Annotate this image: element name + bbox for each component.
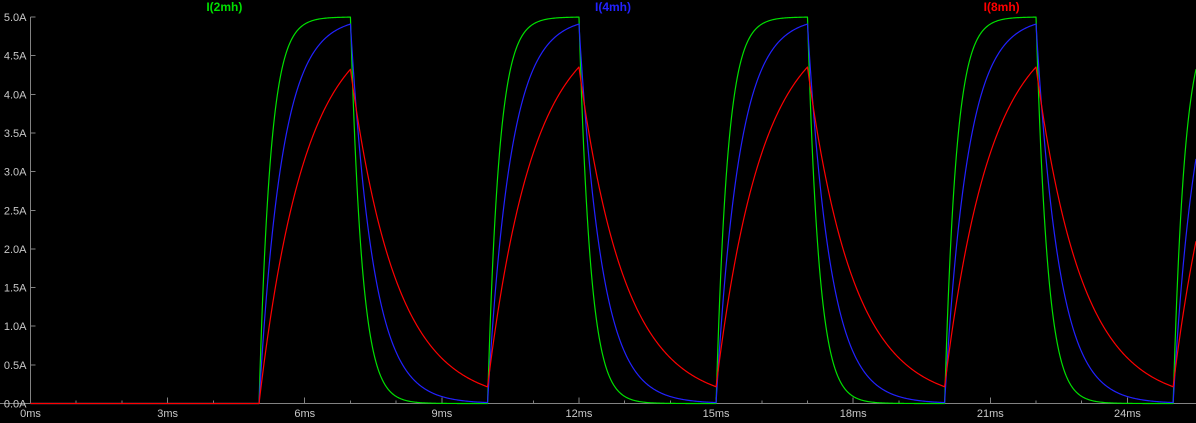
trace-label-i2mh[interactable]: I(2mh) [206, 0, 243, 14]
x-tick-label: 15ms [703, 408, 730, 420]
trace-I(8mh) [30, 66, 1196, 405]
y-tick-label: 2.5A [4, 205, 27, 217]
trace-label-i8mh[interactable]: I(8mh) [983, 0, 1020, 14]
y-tick-label: 1.0A [4, 321, 27, 333]
x-tick-label: 24ms [1114, 408, 1141, 420]
y-tick-label: 1.5A [4, 283, 27, 295]
trace-I(4mh) [30, 23, 1196, 405]
x-tick-label: 6ms [294, 408, 315, 420]
trace-label-i4mh[interactable]: I(4mh) [595, 0, 631, 14]
x-tick-label: 9ms [431, 408, 452, 420]
x-tick-label: 3ms [157, 408, 178, 420]
legend: I(2mh) I(4mh) I(8mh) [30, 1, 1196, 14]
y-tick-label: 4.5A [4, 51, 27, 63]
y-tick-label: 2.0A [4, 244, 27, 256]
x-tick-label: 18ms [840, 408, 867, 420]
x-tick-label: 12ms [566, 408, 593, 420]
x-tick-label: 21ms [977, 408, 1004, 420]
y-tick-label: 3.5A [4, 128, 27, 140]
trace-I(2mh) [30, 16, 1196, 405]
x-tick-label: 0ms [20, 408, 41, 420]
y-tick-label: 4.0A [4, 89, 27, 101]
y-tick-label: 0.5A [4, 360, 27, 372]
y-tick-label: 5.0A [4, 12, 27, 24]
y-tick-label: 3.0A [4, 167, 27, 179]
y-tick-label: 0.0A [4, 399, 27, 411]
